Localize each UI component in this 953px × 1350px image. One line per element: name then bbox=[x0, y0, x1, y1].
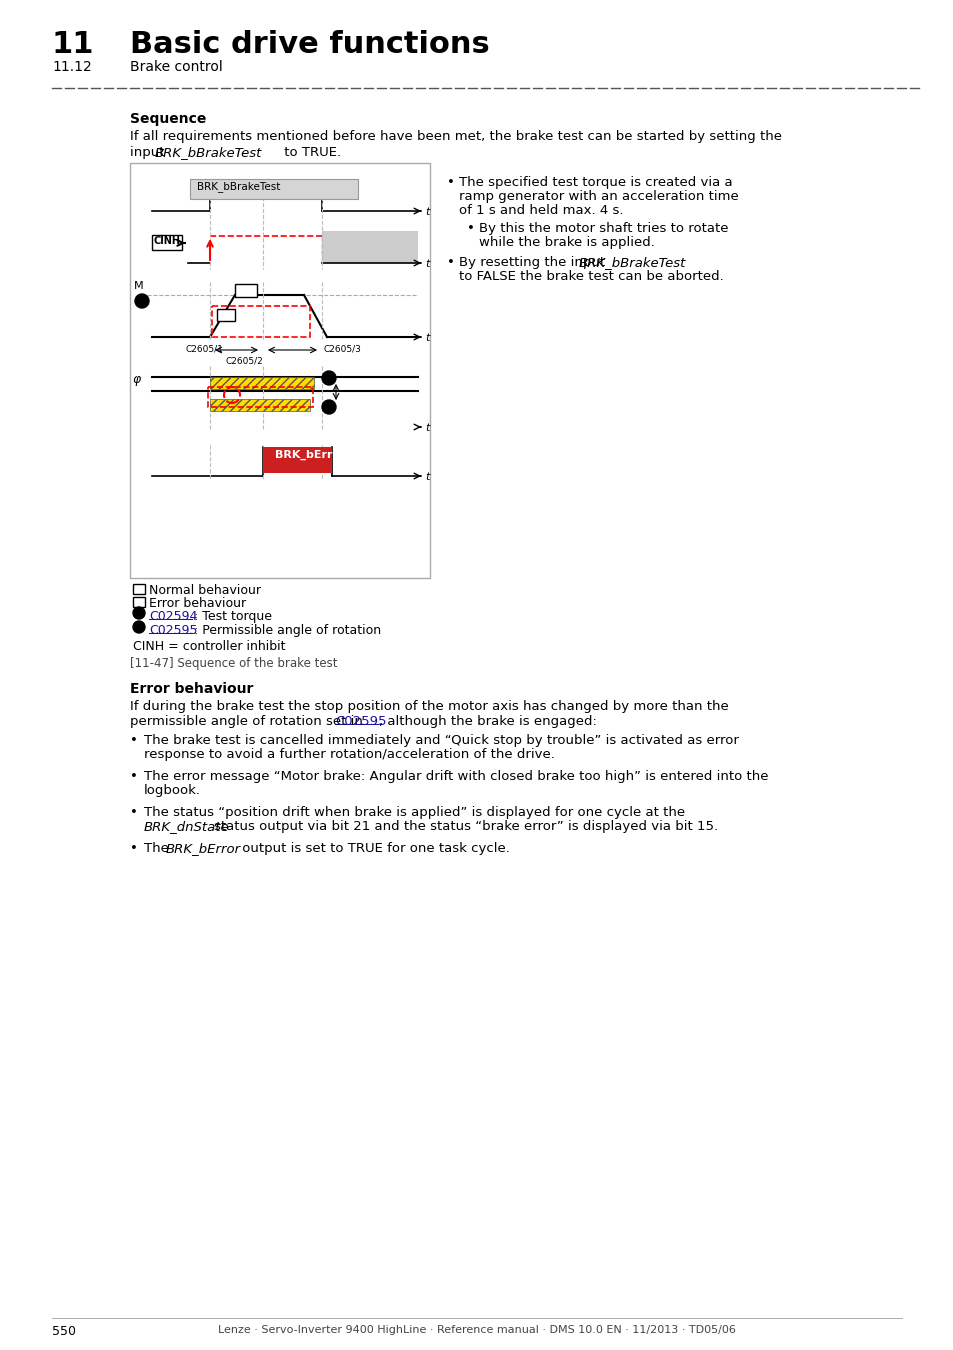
Text: Sequence: Sequence bbox=[130, 112, 206, 126]
Text: logbook.: logbook. bbox=[144, 784, 201, 796]
Bar bbox=[210, 377, 314, 389]
Text: ramp generator with an acceleration time: ramp generator with an acceleration time bbox=[458, 190, 738, 202]
Text: •: • bbox=[467, 221, 475, 235]
Circle shape bbox=[322, 371, 335, 385]
Text: •: • bbox=[130, 842, 138, 855]
Text: permissible angle of rotation set in: permissible angle of rotation set in bbox=[130, 716, 367, 728]
Text: •: • bbox=[447, 176, 455, 189]
Text: status output via bit 21 and the status “brake error” is displayed via bit 15.: status output via bit 21 and the status … bbox=[213, 819, 718, 833]
Text: C02595: C02595 bbox=[149, 624, 197, 637]
Text: 2: 2 bbox=[326, 374, 332, 383]
Text: Brake control: Brake control bbox=[130, 59, 222, 74]
Text: t: t bbox=[424, 423, 429, 433]
Text: : Test torque: : Test torque bbox=[193, 610, 272, 622]
Text: response to avoid a further rotation/acceleration of the drive.: response to avoid a further rotation/acc… bbox=[144, 748, 555, 761]
Text: while the brake is applied.: while the brake is applied. bbox=[478, 236, 654, 248]
Bar bbox=[152, 235, 182, 250]
Text: BRK_bBrakeTest: BRK_bBrakeTest bbox=[154, 146, 262, 159]
Text: t: t bbox=[424, 472, 429, 482]
Bar bbox=[210, 400, 310, 410]
Text: 2: 2 bbox=[136, 622, 142, 632]
Text: C2605/1: C2605/1 bbox=[186, 344, 224, 352]
Text: C2605/2: C2605/2 bbox=[226, 356, 263, 365]
Text: The brake test is cancelled immediately and “Quick stop by trouble” is activated: The brake test is cancelled immediately … bbox=[144, 734, 739, 747]
Text: By resetting the input: By resetting the input bbox=[458, 256, 609, 269]
Text: •: • bbox=[447, 256, 455, 269]
Bar bbox=[216, 309, 234, 321]
Circle shape bbox=[132, 608, 145, 620]
Text: CINH: CINH bbox=[153, 236, 181, 246]
Text: [11-47] Sequence of the brake test: [11-47] Sequence of the brake test bbox=[130, 657, 337, 670]
Text: Lenze · Servo-Inverter 9400 HighLine · Reference manual · DMS 10.0 EN · 11/2013 : Lenze · Servo-Inverter 9400 HighLine · R… bbox=[218, 1324, 735, 1335]
Text: BRK_bError: BRK_bError bbox=[274, 450, 345, 460]
Text: output is set to TRUE for one task cycle.: output is set to TRUE for one task cycle… bbox=[237, 842, 509, 855]
Text: t: t bbox=[424, 333, 429, 343]
Text: Error behaviour: Error behaviour bbox=[130, 682, 253, 697]
Text: •: • bbox=[130, 769, 138, 783]
Text: 11.12: 11.12 bbox=[52, 59, 91, 74]
Text: , although the brake is engaged:: , although the brake is engaged: bbox=[378, 716, 597, 728]
Text: •: • bbox=[130, 806, 138, 819]
Text: CINH = controller inhibit: CINH = controller inhibit bbox=[132, 640, 285, 653]
Bar bbox=[322, 231, 417, 263]
Text: Normal behaviour: Normal behaviour bbox=[149, 585, 261, 597]
Text: t: t bbox=[424, 207, 429, 217]
Text: input: input bbox=[130, 146, 169, 159]
Bar bbox=[190, 180, 357, 198]
Text: The error message “Motor brake: Angular drift with closed brake too high” is ent: The error message “Motor brake: Angular … bbox=[144, 769, 768, 783]
Text: B: B bbox=[219, 310, 227, 320]
Text: BRK_bBrakeTest: BRK_bBrakeTest bbox=[196, 181, 280, 192]
Text: If all requirements mentioned before have been met, the brake test can be starte: If all requirements mentioned before hav… bbox=[130, 130, 781, 143]
Text: BRK_bError: BRK_bError bbox=[166, 842, 241, 855]
Circle shape bbox=[322, 400, 335, 414]
Text: to FALSE the brake test can be aborted.: to FALSE the brake test can be aborted. bbox=[458, 270, 723, 284]
Text: The status “position drift when brake is applied” is displayed for one cycle at : The status “position drift when brake is… bbox=[144, 806, 689, 819]
Text: The: The bbox=[144, 842, 172, 855]
Text: B: B bbox=[135, 598, 142, 608]
Text: C02594: C02594 bbox=[149, 610, 197, 622]
Text: A: A bbox=[135, 585, 142, 594]
Text: C02595: C02595 bbox=[335, 716, 386, 728]
Text: •: • bbox=[130, 734, 138, 747]
Circle shape bbox=[132, 621, 145, 633]
Bar bbox=[132, 597, 145, 608]
Text: φ: φ bbox=[132, 373, 140, 386]
Bar bbox=[263, 447, 332, 472]
Text: to TRUE.: to TRUE. bbox=[280, 146, 341, 159]
Bar bbox=[132, 585, 145, 594]
Text: BRK_bBrakeTest: BRK_bBrakeTest bbox=[578, 256, 685, 269]
Text: 11: 11 bbox=[52, 30, 94, 59]
Text: t: t bbox=[424, 259, 429, 269]
Text: The specified test torque is created via a: The specified test torque is created via… bbox=[458, 176, 732, 189]
Text: BRK_dnState: BRK_dnState bbox=[144, 819, 230, 833]
Circle shape bbox=[135, 294, 149, 308]
Text: By this the motor shaft tries to rotate: By this the motor shaft tries to rotate bbox=[478, 221, 728, 235]
Text: C2605/3: C2605/3 bbox=[324, 344, 361, 352]
Bar bbox=[130, 163, 430, 578]
Text: Error behaviour: Error behaviour bbox=[149, 597, 246, 610]
Text: 2: 2 bbox=[326, 404, 332, 412]
Text: of 1 s and held max. 4 s.: of 1 s and held max. 4 s. bbox=[458, 204, 623, 217]
Text: If during the brake test the stop position of the motor axis has changed by more: If during the brake test the stop positi… bbox=[130, 701, 728, 713]
Text: 1: 1 bbox=[136, 609, 142, 618]
Bar bbox=[234, 284, 256, 297]
Text: A: A bbox=[236, 285, 245, 296]
Text: Basic drive functions: Basic drive functions bbox=[130, 30, 489, 59]
Text: 1: 1 bbox=[139, 297, 145, 306]
Text: 550: 550 bbox=[52, 1324, 76, 1338]
Text: M: M bbox=[133, 281, 144, 292]
Text: : Permissible angle of rotation: : Permissible angle of rotation bbox=[193, 624, 381, 637]
